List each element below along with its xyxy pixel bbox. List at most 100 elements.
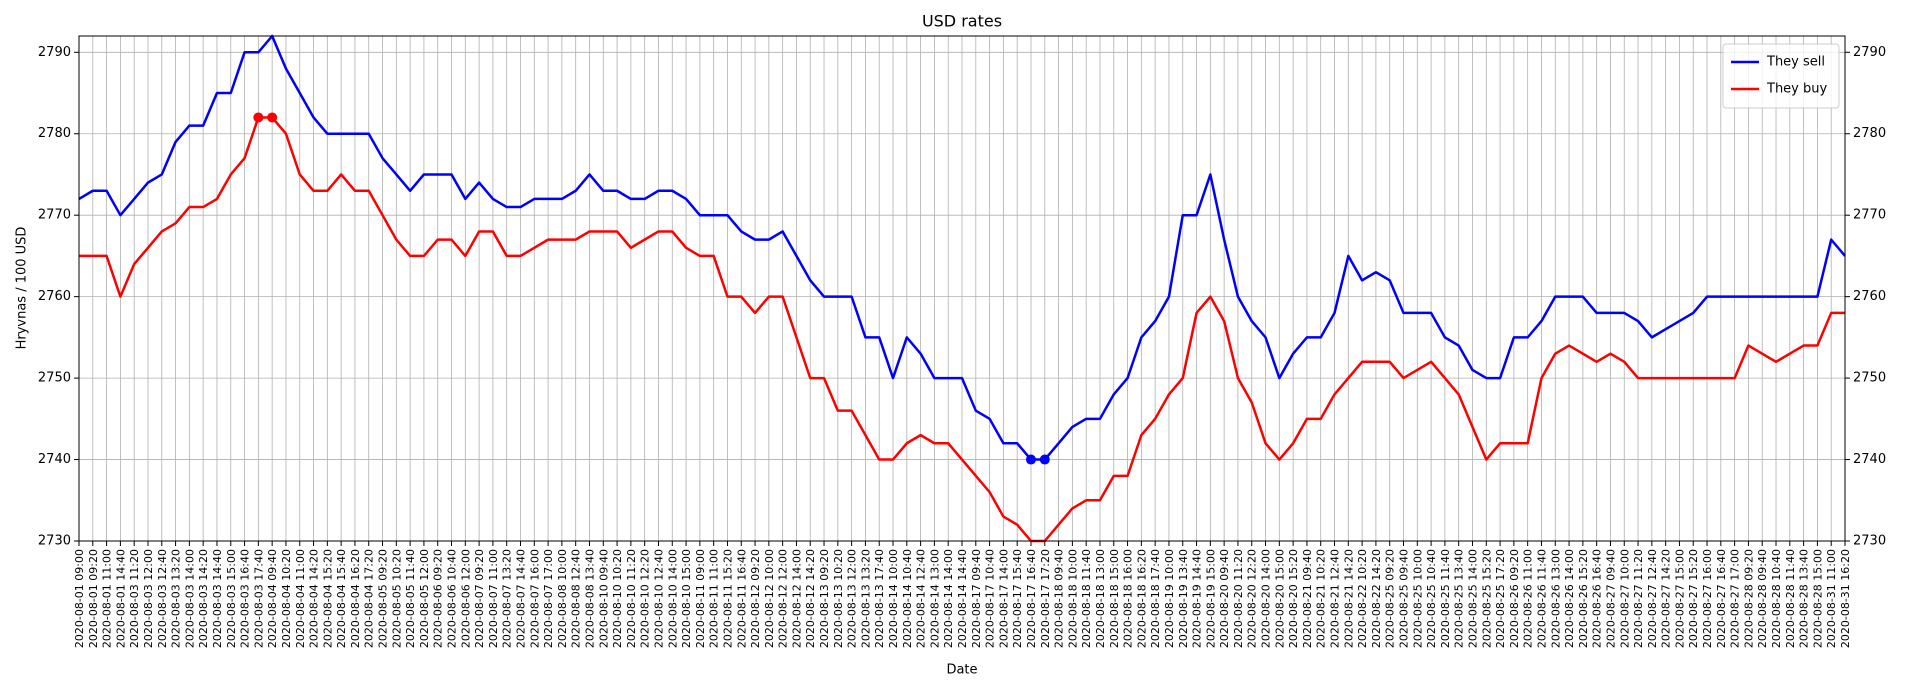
x-tick-label: 2020-08-13 17:40 [873, 549, 886, 648]
x-tick-label: 2020-08-25 11:40 [1439, 549, 1452, 648]
x-tick-label: 2020-08-06 10:40 [446, 549, 459, 648]
x-tick-label: 2020-08-10 11:20 [625, 549, 638, 648]
x-tick-label: 2020-08-08 13:40 [583, 549, 596, 648]
line [78, 34, 1846, 461]
x-tick-label: 2020-08-07 16:00 [528, 549, 541, 648]
x-tick-label: 2020-08-17 10:40 [984, 549, 997, 648]
x-tick-label: 2020-08-25 09:40 [1398, 549, 1411, 648]
x-tick-label: 2020-08-10 12:40 [652, 549, 665, 648]
x-tick-label: 2020-08-17 17:20 [1039, 549, 1052, 648]
x-tick-label: 2020-08-06 12:00 [459, 549, 472, 648]
x-tick-label: 2020-08-18 09:40 [1053, 549, 1066, 648]
y-tick-label: 2780 [38, 126, 71, 141]
x-tick-label: 2020-08-03 17:40 [252, 549, 265, 648]
x-tick-label: 2020-08-05 09:20 [377, 549, 390, 648]
x-tick-label: 2020-08-14 10:40 [901, 549, 914, 648]
chart-title: USD rates [922, 12, 1002, 31]
x-tick-label: 2020-08-19 10:00 [1163, 549, 1176, 648]
x-tick-label: 2020-08-06 09:20 [432, 549, 445, 648]
x-tick-label: 2020-08-31 16:20 [1839, 549, 1852, 648]
x-tick-label: 2020-08-03 12:00 [142, 549, 155, 648]
x-tick-label: 2020-08-04 16:20 [349, 549, 362, 648]
x-tick-label: 2020-08-20 11:20 [1232, 549, 1245, 648]
x-tick-label: 2020-08-26 14:00 [1563, 549, 1576, 648]
x-tick-label: 2020-08-27 17:00 [1729, 549, 1742, 648]
y2-tick-label: 2790 [1853, 45, 1886, 60]
x-tick-label: 2020-08-18 16:20 [1135, 549, 1148, 648]
x-axis-label: Date [946, 663, 977, 678]
x-tick-label: 2020-08-26 16:40 [1591, 549, 1604, 648]
x-tick-label: 2020-08-26 15:20 [1577, 549, 1590, 648]
x-tick-label: 2020-08-27 16:00 [1701, 549, 1714, 648]
x-tick-label: 2020-08-07 09:20 [473, 549, 486, 648]
x-tick-label: 2020-08-10 12:20 [639, 549, 652, 648]
x-tick-label: 2020-08-14 14:00 [942, 549, 955, 648]
x-tick-label: 2020-08-14 10:00 [887, 549, 900, 648]
x-tick-label: 2020-08-27 15:00 [1673, 549, 1686, 648]
x-tick-label: 2020-08-17 14:00 [997, 549, 1010, 648]
y2-tick-label: 2740 [1853, 452, 1886, 467]
x-tick-label: 2020-08-25 13:40 [1453, 549, 1466, 648]
plot-frame [78, 35, 1846, 542]
y-tick-label: 2750 [38, 371, 71, 386]
x-tick-label: 2020-08-27 09:40 [1604, 549, 1617, 648]
x-tick-label: 2020-08-13 13:20 [859, 549, 872, 648]
x-tick-label: 2020-08-01 09:20 [87, 549, 100, 648]
x-tick-label: 2020-08-19 14:40 [1191, 549, 1204, 648]
x-tick-label: 2020-08-28 11:40 [1784, 549, 1797, 648]
x-tick-label: 2020-08-21 09:40 [1301, 549, 1314, 648]
x-tick-label: 2020-08-12 14:00 [790, 549, 803, 648]
x-tick-label: 2020-08-20 09:40 [1218, 549, 1231, 648]
x-tick-label: 2020-08-12 09:20 [749, 549, 762, 648]
x-tick-label: 2020-08-04 10:20 [280, 549, 293, 648]
x-tick-label: 2020-08-27 16:40 [1715, 549, 1728, 648]
x-tick-label: 2020-08-17 09:40 [970, 549, 983, 648]
x-tick-label: 2020-08-03 14:40 [211, 549, 224, 648]
x-tick-label: 2020-08-19 13:40 [1177, 549, 1190, 648]
x-tick-label: 2020-08-18 13:00 [1094, 549, 1107, 648]
legend-label: They buy [1766, 82, 1827, 97]
x-tick-label: 2020-08-22 10:20 [1356, 549, 1369, 648]
x-tick-label: 2020-08-25 17:20 [1494, 549, 1507, 648]
x-tick-label: 2020-08-26 11:00 [1522, 549, 1535, 648]
x-tick-label: 2020-08-26 13:00 [1549, 549, 1562, 648]
x-tick-label: 2020-08-05 11:40 [404, 549, 417, 648]
x-tick-label: 2020-08-21 10:20 [1315, 549, 1328, 648]
y-axis-label: Hryvnas / 100 USD [15, 227, 30, 350]
x-tick-label: 2020-08-05 12:00 [418, 549, 431, 648]
x-tick-label: 2020-08-13 12:00 [846, 549, 859, 648]
x-tick-label: 2020-08-17 15:40 [1011, 549, 1024, 648]
x-tick-label: 2020-08-27 10:00 [1618, 549, 1631, 648]
x-tick-label: 2020-08-19 15:00 [1204, 549, 1217, 648]
x-tick-label: 2020-08-17 16:40 [1025, 549, 1038, 648]
x-tick-label: 2020-08-25 10:00 [1411, 549, 1424, 648]
x-tick-label: 2020-08-25 14:00 [1466, 549, 1479, 648]
legend: They sell They buy [1722, 43, 1840, 109]
y-tick-label: 2770 [38, 208, 71, 223]
y2-tick-label: 2780 [1853, 126, 1886, 141]
x-tick-label: 2020-08-13 09:20 [818, 549, 831, 648]
x-tick-label: 2020-08-28 09:20 [1742, 549, 1755, 648]
x-tick-label: 2020-08-07 13:20 [501, 549, 514, 648]
x-tick-label: 2020-08-27 12:40 [1646, 549, 1659, 648]
x-tick-label: 2020-08-11 16:40 [735, 549, 748, 648]
point-marker [1039, 454, 1050, 465]
x-tick-label: 2020-08-18 10:00 [1066, 549, 1079, 648]
x-tick-label: 2020-08-26 09:20 [1508, 549, 1521, 648]
x-tick-label: 2020-08-12 12:00 [777, 549, 790, 648]
x-tick-label: 2020-08-01 09:00 [73, 549, 86, 648]
x-tick-label: 2020-08-12 14:20 [804, 549, 817, 648]
x-tick-label: 2020-08-14 12:40 [915, 549, 928, 648]
point-marker [267, 112, 278, 123]
x-tick-label: 2020-08-03 14:20 [197, 549, 210, 648]
x-tick-label: 2020-08-07 17:00 [542, 549, 555, 648]
x-tick-label: 2020-08-28 09:40 [1756, 549, 1769, 648]
x-tick-label: 2020-08-20 14:00 [1260, 549, 1273, 648]
x-tick-label: 2020-08-10 15:00 [680, 549, 693, 648]
x-tick-label: 2020-08-10 14:00 [666, 549, 679, 648]
x-tick-label: 2020-08-03 16:40 [239, 549, 252, 648]
x-tick-label: 2020-08-26 11:40 [1535, 549, 1548, 648]
point-marker [1025, 454, 1036, 465]
x-tick-label: 2020-08-25 15:20 [1480, 549, 1493, 648]
